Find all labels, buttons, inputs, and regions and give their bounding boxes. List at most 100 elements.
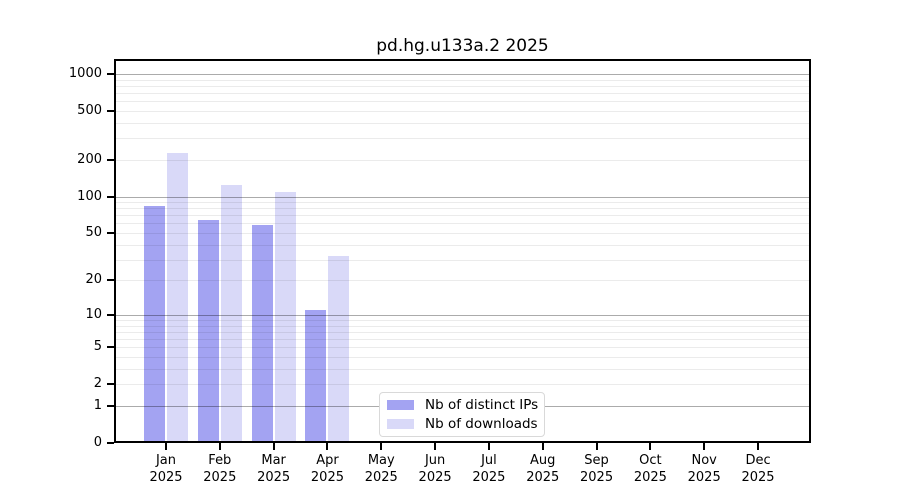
grid-line-minor (114, 85, 811, 87)
x-tick-year: 2025 (633, 470, 667, 485)
x-tick-month: Mar (261, 453, 286, 468)
x-tick-year: 2025 (149, 470, 183, 485)
legend-label-distinct-ips: Nb of distinct IPs (425, 397, 539, 413)
bar-downloads (328, 256, 350, 443)
grid-line-minor (114, 101, 811, 103)
legend-swatch-downloads (387, 419, 414, 429)
y-tick-mark (107, 383, 114, 386)
x-tick-month: Jun (424, 453, 446, 468)
bar-distinct-ips (197, 220, 219, 443)
x-tick-mark (595, 443, 598, 450)
x-tick-year: 2025 (203, 470, 237, 485)
y-tick-label: 500 (77, 102, 102, 118)
legend-item-distinct-ips: Nb of distinct IPs (387, 396, 544, 414)
y-tick-mark (107, 109, 114, 112)
x-tick-label: Sep 2025 (565, 452, 629, 486)
y-tick-mark (107, 279, 114, 282)
x-tick-label: Nov 2025 (672, 452, 736, 486)
x-tick-month: Dec (745, 453, 771, 468)
y-tick-label: 1000 (68, 66, 102, 81)
bar-downloads (274, 192, 296, 443)
bar-distinct-ips (144, 206, 165, 443)
grid-line-minor (114, 331, 811, 333)
x-tick-year: 2025 (364, 470, 398, 485)
x-tick-year: 2025 (257, 470, 291, 485)
y-tick-label: 0 (93, 435, 102, 450)
grid-line-minor (114, 368, 811, 370)
x-tick-label: Jul 2025 (457, 452, 521, 486)
grid-line-minor (114, 223, 811, 225)
bar-downloads (167, 153, 188, 443)
x-tick-mark (703, 443, 706, 450)
y-tick-mark (107, 313, 114, 316)
x-tick-mark (649, 443, 652, 450)
grid-line-minor (114, 280, 811, 282)
x-tick-label: Dec 2025 (726, 452, 790, 486)
y-tick-mark (107, 346, 114, 349)
x-tick-month: Aug (530, 453, 556, 468)
chart-title: pd.hg.u133a.2 2025 (376, 36, 549, 56)
grid-layer (114, 59, 811, 443)
grid-line-major (114, 196, 811, 198)
y-tick-mark (107, 158, 114, 161)
grid-line-major (114, 74, 811, 75)
y-tick-label: 50 (85, 224, 102, 240)
grid-line-minor (114, 202, 811, 204)
x-tick-label: Mar 2025 (242, 452, 306, 486)
grid-line-minor (114, 159, 811, 161)
x-tick-month: Jul (481, 453, 497, 468)
y-tick-mark (107, 195, 114, 198)
x-tick-mark (272, 443, 275, 450)
legend: Nb of distinct IPs Nb of downloads (379, 392, 545, 437)
bar-distinct-ips (251, 225, 273, 443)
x-tick-month: Feb (208, 453, 232, 468)
grid-line-minor (114, 79, 811, 81)
legend-label-downloads: Nb of downloads (425, 416, 538, 432)
grid-line-minor (114, 357, 811, 359)
x-tick-label: Jan 2025 (134, 452, 198, 486)
grid-line-minor (114, 244, 811, 246)
grid-line-minor (114, 215, 811, 217)
grid-line-minor (114, 122, 811, 124)
x-tick-mark (757, 443, 760, 450)
grid-line-major (114, 314, 811, 316)
x-tick-label: Aug 2025 (511, 452, 575, 486)
x-tick-month: Sep (584, 453, 609, 468)
x-tick-month: May (367, 453, 395, 468)
x-tick-label: Apr 2025 (295, 452, 359, 486)
y-tick-label: 5 (93, 339, 102, 355)
grid-line-minor (114, 339, 811, 341)
y-tick-label: 1 (93, 397, 102, 413)
grid-line-minor (114, 259, 811, 261)
x-tick-year: 2025 (472, 470, 506, 485)
x-tick-month: Nov (691, 453, 717, 468)
legend-swatch-distinct-ips (387, 400, 414, 410)
bar-distinct-ips (305, 310, 327, 443)
x-tick-month: Oct (639, 453, 662, 468)
x-tick-mark (218, 443, 221, 450)
x-tick-mark (487, 443, 490, 450)
plot-area (114, 59, 811, 443)
grid-line-minor (114, 110, 811, 112)
x-tick-month: Jan (155, 453, 177, 468)
y-tick-label: 2 (93, 376, 102, 392)
x-tick-label: Feb 2025 (188, 452, 252, 486)
x-tick-mark (541, 443, 544, 450)
x-tick-mark (434, 443, 437, 450)
x-tick-year: 2025 (687, 470, 721, 485)
x-tick-label: Oct 2025 (618, 452, 682, 486)
x-tick-year: 2025 (526, 470, 560, 485)
x-tick-year: 2025 (741, 470, 775, 485)
y-tick-label: 20 (85, 272, 102, 288)
y-tick-label: 10 (85, 306, 102, 322)
y-tick-mark (107, 231, 114, 234)
y-tick-mark (107, 73, 114, 75)
grid-line-minor (114, 93, 811, 95)
y-tick-mark (107, 442, 114, 444)
x-tick-mark (165, 443, 167, 450)
grid-line-minor (114, 384, 811, 386)
legend-item-downloads: Nb of downloads (387, 415, 544, 433)
x-tick-year: 2025 (580, 470, 614, 485)
grid-line-minor (114, 138, 811, 140)
